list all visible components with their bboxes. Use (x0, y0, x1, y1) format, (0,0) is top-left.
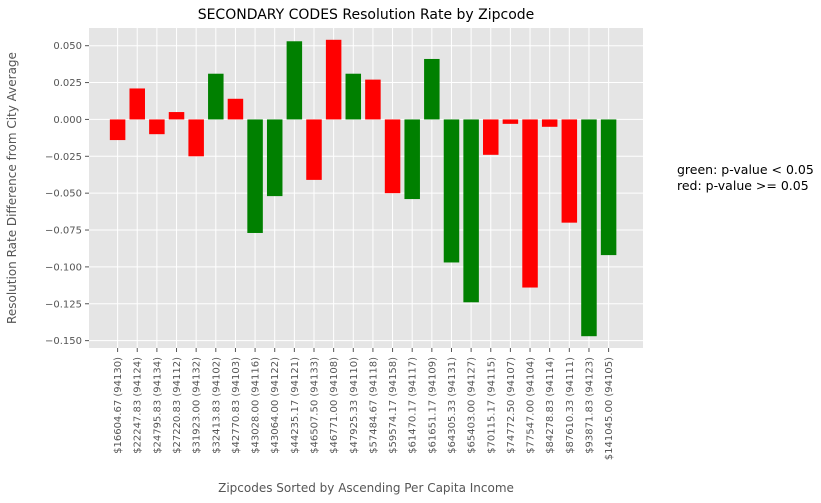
x-tick-label: $74772.50 (94107) (506, 357, 517, 454)
x-tick-label: $43028.00 (94116) (251, 357, 262, 454)
bar (168, 112, 185, 120)
bar (227, 98, 244, 120)
bar (384, 119, 401, 194)
y-tick-label: −0.125 (45, 299, 82, 310)
y-tick-label: 0.050 (53, 41, 82, 52)
x-tick-label: $61651.17 (94109) (427, 357, 438, 454)
bars (109, 39, 617, 337)
bar (404, 119, 420, 200)
legend: green: p-value < 0.05 red: p-value >= 0.… (677, 162, 814, 194)
bar (581, 119, 597, 337)
x-tick-label: $84278.83 (94114) (545, 357, 556, 454)
bar (463, 119, 479, 303)
x-tick-label: $47925.33 (94110) (349, 357, 360, 454)
x-tick-label: $43064.00 (94122) (270, 357, 281, 454)
x-tick-label: $141045.00 (94105) (604, 357, 615, 460)
bar (600, 119, 617, 256)
x-tick-label: $57484.67 (94118) (368, 357, 379, 454)
legend-green-line: green: p-value < 0.05 (677, 162, 814, 177)
x-axis-ticks: $16604.67 (94130) $22247.83 (94124) $24795… (113, 348, 615, 460)
bar (109, 119, 126, 141)
bar (247, 119, 263, 233)
bar (325, 39, 342, 120)
bar (424, 58, 440, 120)
y-tick-label: −0.025 (45, 152, 82, 163)
x-tick-label: $42770.83 (94103) (231, 357, 242, 454)
bar (129, 88, 145, 120)
bar (541, 119, 558, 127)
bar (345, 73, 362, 120)
x-tick-label: $16604.67 (94130) (113, 357, 124, 454)
x-tick-label: $93871.83 (94123) (584, 357, 595, 454)
x-tick-label: $77547.00 (94104) (526, 357, 537, 454)
bar (502, 119, 519, 124)
x-tick-label: $27220.83 (94112) (172, 357, 183, 454)
x-tick-label: $32413.83 (94102) (211, 357, 222, 454)
x-tick-label: $64305.33 (94131) (447, 357, 458, 454)
y-tick-label: 0.000 (53, 115, 82, 126)
chart-title: SECONDARY CODES Resolution Rate by Zipco… (198, 7, 535, 23)
bar (149, 119, 165, 135)
x-tick-label: $87610.33 (94111) (565, 357, 576, 454)
x-tick-label: $44235.17 (94121) (290, 357, 301, 454)
x-tick-label: $61470.17 (94117) (408, 357, 419, 454)
bar (483, 119, 499, 155)
bar (266, 119, 283, 197)
bar (188, 119, 204, 157)
plot-area (89, 28, 643, 348)
x-tick-label: $46507.50 (94133) (310, 357, 321, 454)
x-tick-label: $22247.83 (94124) (133, 357, 144, 454)
y-tick-label: −0.075 (45, 226, 82, 237)
y-axis-label: Resolution Rate Difference from City Ave… (5, 52, 19, 324)
y-tick-label: −0.150 (45, 336, 82, 347)
bar (365, 79, 381, 120)
bar (522, 119, 538, 288)
y-axis-ticks: 0.050 0.025 0.000 −0.025 −0.050 −0.075 −0.100 −… (45, 41, 89, 347)
x-tick-label: $31923.00 (94132) (192, 357, 203, 454)
x-tick-label: $65403.00 (94127) (467, 357, 478, 454)
bar (208, 73, 224, 120)
x-tick-label: $70115.17 (94115) (486, 357, 497, 454)
x-tick-label: $59574.17 (94158) (388, 357, 399, 454)
legend-red-line: red: p-value >= 0.05 (677, 178, 809, 193)
x-axis-label: Zipcodes Sorted by Ascending Per Capita … (218, 481, 514, 495)
x-tick-label: $24795.83 (94134) (152, 357, 163, 454)
bar (561, 119, 578, 223)
x-tick-label: $46771.00 (94108) (329, 357, 340, 454)
y-tick-label: −0.100 (45, 262, 82, 273)
y-tick-label: −0.050 (45, 189, 82, 200)
bar (306, 119, 322, 180)
bar (443, 119, 460, 263)
bar (286, 41, 303, 120)
y-tick-label: 0.025 (53, 78, 82, 89)
